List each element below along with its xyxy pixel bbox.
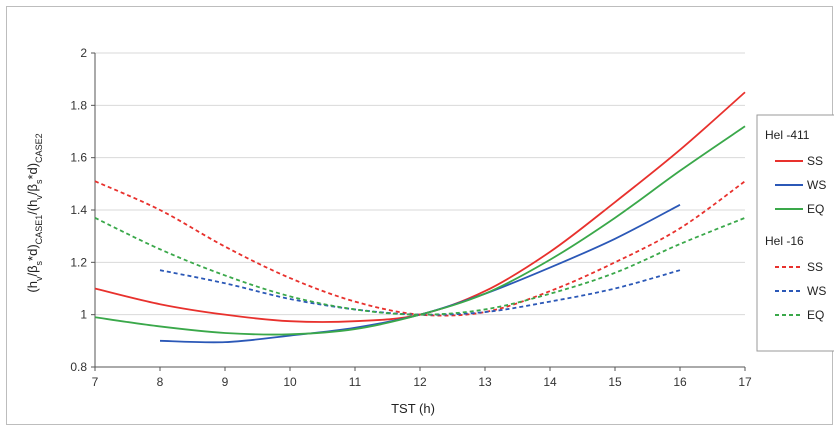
y-axis-title-sub: CASE1 [34, 215, 44, 245]
legend-label-1-0: SS [807, 260, 823, 274]
y-axis-title-sub: s [34, 260, 44, 265]
legend-group-title-1: Hel -16 [765, 234, 804, 248]
x-tick-label-10: 17 [738, 375, 752, 389]
y-tick-label-4: 1.6 [70, 151, 87, 165]
legend-label-0-1: WS [807, 178, 826, 192]
x-tick-label-0: 7 [92, 375, 99, 389]
y-axis-title-part: /β [25, 265, 40, 276]
series-line-hel-16-eq [94, 217, 746, 316]
y-tick-label-1: 1 [80, 308, 87, 322]
y-axis-title-part: /β [25, 184, 40, 195]
series-lines [94, 91, 746, 344]
series-line-hel-16-ss [94, 180, 746, 317]
tick-labels: 0.8 1 1.2 1.4 1.6 1.8 2 7 8 9 10 11 12 13 14 15 16 17 [70, 46, 752, 389]
y-tick-label-0: 0.8 [70, 360, 87, 374]
y-axis-title-part: *d) [25, 163, 40, 180]
axes [91, 52, 746, 371]
x-axis-title: TST (h) [391, 401, 435, 416]
legend-group-title-0: Hel -411 [765, 128, 810, 142]
y-tick-label-6: 2 [80, 46, 87, 60]
x-tick-label-3: 10 [283, 375, 297, 389]
y-axis-title-sub: v [34, 195, 44, 200]
x-tick-label-9: 16 [673, 375, 687, 389]
legend-box [756, 114, 834, 352]
legend-label-1-2: EQ [807, 308, 824, 322]
line-chart: 0.8 1 1.2 1.4 1.6 1.8 2 7 8 9 10 11 12 13 14 15 16 17 TST… [25, 46, 834, 416]
gridlines [95, 52, 745, 368]
y-axis-title-sub: v [34, 276, 44, 281]
y-axis-title-part: /(h [25, 200, 40, 215]
series-line-hel-411-ws [159, 203, 681, 344]
x-tick-label-5: 12 [413, 375, 427, 389]
x-tick-label-7: 14 [543, 375, 557, 389]
x-tick-label-6: 13 [478, 375, 492, 389]
x-tick-label-8: 15 [608, 375, 622, 389]
y-tick-label-3: 1.4 [70, 203, 87, 217]
y-axis-title-part: *d) [25, 244, 40, 261]
series-line-hel-411-ss [94, 91, 746, 323]
x-tick-label-1: 8 [157, 375, 164, 389]
y-axis-title-sub: CASE2 [34, 133, 44, 163]
y-tick-label-2: 1.2 [70, 255, 87, 269]
y-axis-title-part: (h [25, 281, 40, 293]
legend-label-1-1: WS [807, 284, 826, 298]
y-tick-label-5: 1.8 [70, 98, 87, 112]
legend-label-0-0: SS [807, 154, 823, 168]
series-line-hel-16-ws [159, 269, 681, 316]
legend-label-0-2: EQ [807, 202, 824, 216]
x-tick-label-4: 11 [349, 375, 362, 389]
y-axis-title-sub: s [34, 179, 44, 184]
y-axis-title: (hv/βs*d)CASE1/(hv/βs*d)CASE2 [25, 133, 44, 292]
chart-frame: 0.8 1 1.2 1.4 1.6 1.8 2 7 8 9 10 11 12 13 14 15 16 17 TST… [6, 6, 834, 425]
x-tick-label-2: 9 [222, 375, 229, 389]
